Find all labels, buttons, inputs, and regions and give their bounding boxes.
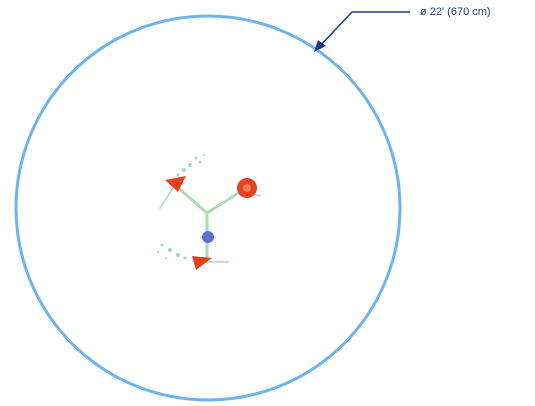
nozzle bbox=[165, 176, 186, 192]
spray bbox=[156, 154, 205, 260]
diameter-label: ø 22' (670 cm) bbox=[420, 6, 491, 18]
leader-arrowhead bbox=[314, 40, 326, 52]
coverage-circle bbox=[14, 14, 402, 402]
valve bbox=[202, 231, 214, 243]
leader-line bbox=[317, 11, 410, 49]
rotor-center bbox=[243, 184, 251, 192]
nozzle bbox=[192, 256, 212, 270]
